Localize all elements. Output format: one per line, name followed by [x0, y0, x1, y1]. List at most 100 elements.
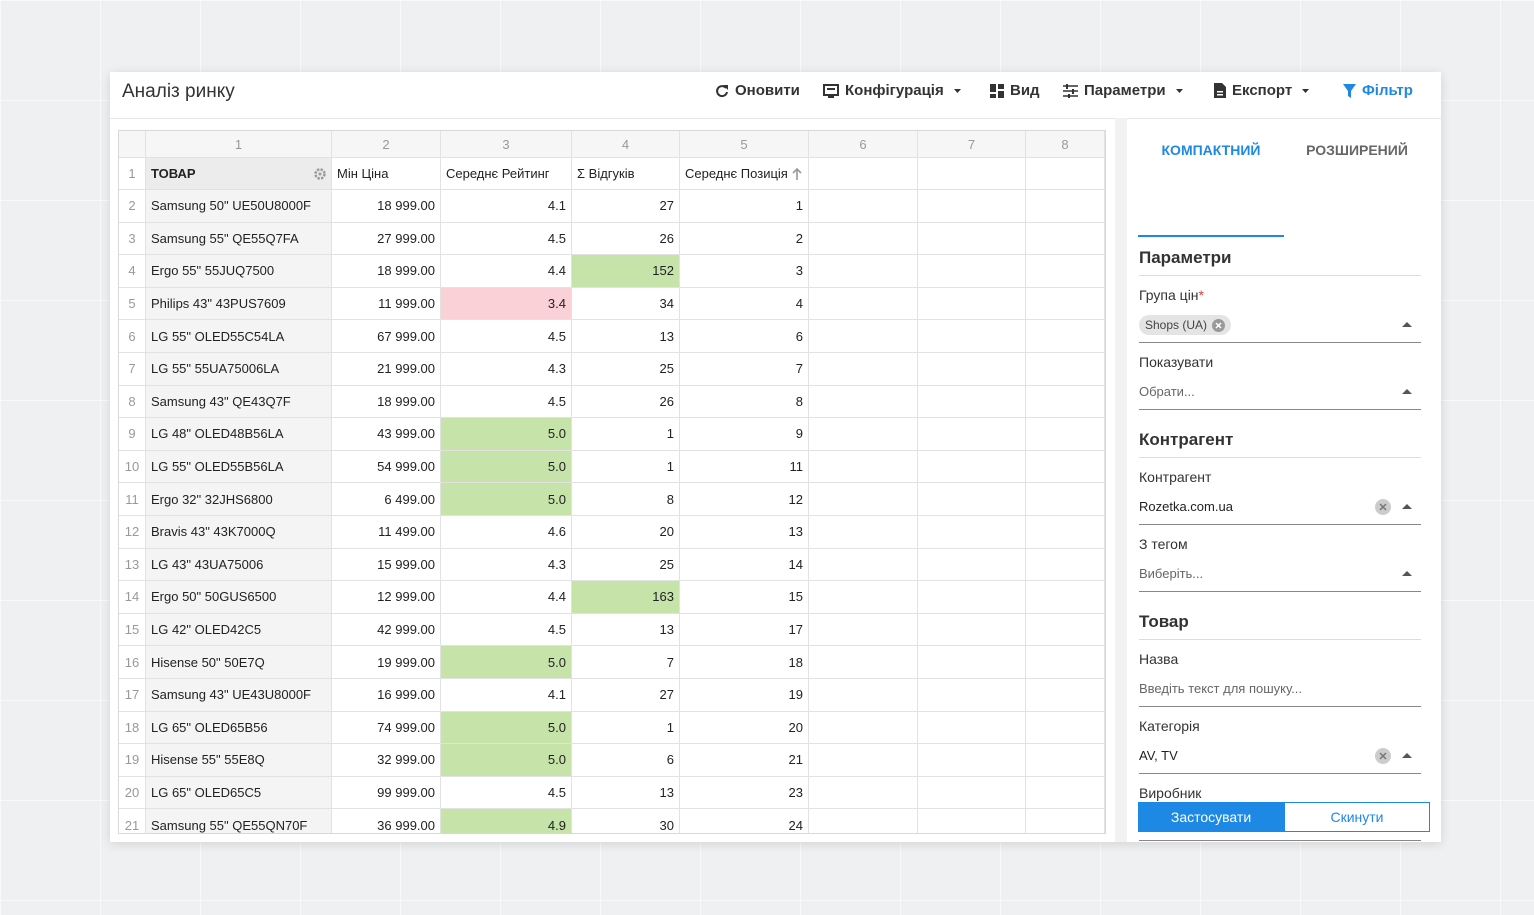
cell[interactable]: 17	[680, 613, 809, 647]
cell[interactable]: 26	[572, 385, 680, 419]
cell[interactable]: 4.1	[441, 190, 572, 223]
cell[interactable]: 23	[680, 776, 809, 810]
cell[interactable]: 3	[680, 255, 809, 288]
cell[interactable]: Samsung 43" QE43Q7F	[146, 385, 332, 419]
cell[interactable]: 4.5	[441, 776, 572, 810]
cell[interactable]: 4.5	[441, 613, 572, 647]
cell[interactable]: 4.3	[441, 353, 572, 386]
cell[interactable]: 4.5	[441, 222, 572, 256]
dropdown-arrow[interactable]	[1401, 752, 1413, 760]
cell[interactable]: 18	[680, 646, 809, 679]
sort-icon[interactable]	[791, 167, 803, 181]
cell[interactable]: 9	[680, 418, 809, 451]
settings-icon[interactable]	[314, 167, 326, 180]
cell[interactable]: 5.0	[441, 744, 572, 777]
refresh-button[interactable]: Оновити	[715, 82, 800, 99]
cell[interactable]: Samsung 55" QE55QN70F	[146, 809, 332, 833]
cell[interactable]: 36 999.00	[332, 809, 441, 833]
cell[interactable]: 21 999.00	[332, 353, 441, 386]
cell[interactable]: Samsung 43" UE43U8000F	[146, 679, 332, 712]
cell[interactable]: 16 999.00	[332, 679, 441, 712]
chip[interactable]: Shops (UA)	[1139, 315, 1232, 335]
cell[interactable]: 27	[572, 679, 680, 712]
cell[interactable]: 13	[572, 613, 680, 647]
field-value[interactable]: Rozetka.com.ua	[1139, 499, 1233, 514]
cell[interactable]: 11 499.00	[332, 516, 441, 549]
cell[interactable]: 25	[572, 548, 680, 582]
cell[interactable]: 14	[680, 548, 809, 582]
cell[interactable]: 3.4	[441, 287, 572, 321]
cell[interactable]: 1	[572, 711, 680, 745]
cell[interactable]: 6	[572, 744, 680, 777]
cell[interactable]: 54 999.00	[332, 450, 441, 484]
dropdown-arrow[interactable]	[1401, 388, 1413, 396]
cell[interactable]: 18 999.00	[332, 190, 441, 223]
cell[interactable]: Ergo 55" 55JUQ7500	[146, 255, 332, 288]
cell[interactable]: Bravis 43" 43K7000Q	[146, 516, 332, 549]
config-button[interactable]: Конфігурація	[823, 82, 964, 99]
cell[interactable]: 5.0	[441, 418, 572, 451]
cell[interactable]: Philips 43" 43PUS7609	[146, 287, 332, 321]
cell[interactable]: 8	[680, 385, 809, 419]
cell[interactable]: 4.1	[441, 679, 572, 712]
cell[interactable]: 5.0	[441, 450, 572, 484]
cell[interactable]: 5.0	[441, 711, 572, 745]
cell[interactable]: 1	[680, 190, 809, 223]
cell[interactable]: 6 499.00	[332, 483, 441, 516]
filter-button[interactable]: Фільтр	[1343, 82, 1413, 99]
cell[interactable]: 4.4	[441, 581, 572, 614]
cell[interactable]: 4.5	[441, 320, 572, 353]
cell[interactable]: 6	[680, 320, 809, 353]
cell[interactable]: 12	[680, 483, 809, 516]
cell[interactable]: Ergo 50" 50GUS6500	[146, 581, 332, 614]
cell[interactable]: 20	[680, 711, 809, 745]
cell[interactable]: 11	[680, 450, 809, 484]
cell[interactable]: 152	[572, 255, 680, 288]
params-button[interactable]: Параметри	[1063, 82, 1186, 99]
cell[interactable]: LG 65" OLED65C5	[146, 776, 332, 810]
cell[interactable]: LG 43" 43UA75006	[146, 548, 332, 582]
placeholder[interactable]: Виберіть...	[1139, 566, 1204, 581]
cell[interactable]: 34	[572, 287, 680, 321]
cell[interactable]: 13	[572, 320, 680, 353]
cell[interactable]: 19	[680, 679, 809, 712]
cell[interactable]: Hisense 50" 50E7Q	[146, 646, 332, 679]
cell[interactable]: 15	[680, 581, 809, 614]
cell[interactable]: 27 999.00	[332, 222, 441, 256]
cell[interactable]: 25	[572, 353, 680, 386]
cell[interactable]: 24	[680, 809, 809, 833]
cell[interactable]: 18 999.00	[332, 385, 441, 419]
cell[interactable]: 4.4	[441, 255, 572, 288]
view-button[interactable]: Вид	[990, 82, 1040, 99]
placeholder[interactable]: Обрати...	[1139, 384, 1195, 399]
chip-remove[interactable]	[1212, 318, 1226, 332]
cell[interactable]: 26	[572, 222, 680, 256]
cell[interactable]: 4.6	[441, 516, 572, 549]
cell[interactable]: LG 55" 55UA75006LA	[146, 353, 332, 386]
cell[interactable]: 32 999.00	[332, 744, 441, 777]
cell[interactable]: Ergo 32" 32JHS6800	[146, 483, 332, 516]
cell[interactable]: 8	[572, 483, 680, 516]
cell[interactable]: 2	[680, 222, 809, 256]
cell[interactable]: 30	[572, 809, 680, 833]
cell[interactable]: 99 999.00	[332, 776, 441, 810]
cell[interactable]: 21	[680, 744, 809, 777]
cell[interactable]: 1	[572, 418, 680, 451]
cell[interactable]: LG 48" OLED48B56LA	[146, 418, 332, 451]
cell[interactable]: 13	[572, 776, 680, 810]
cell[interactable]: 4.9	[441, 809, 572, 833]
tab[interactable]: КОМПАКТНИЙ	[1161, 142, 1261, 158]
field-value[interactable]: AV, TV	[1139, 748, 1178, 763]
dropdown-arrow[interactable]	[1401, 570, 1413, 578]
cell[interactable]: 27	[572, 190, 680, 223]
cell[interactable]: 7	[572, 646, 680, 679]
cell[interactable]: Samsung 55" QE55Q7FA	[146, 222, 332, 256]
cell[interactable]: LG 42" OLED42C5	[146, 613, 332, 647]
cell[interactable]: 18 999.00	[332, 255, 441, 288]
placeholder[interactable]: Введіть текст для пошуку...	[1139, 681, 1303, 696]
cell[interactable]: 4.3	[441, 548, 572, 582]
tab[interactable]: РОЗШИРЕНИЙ	[1306, 142, 1408, 158]
cell[interactable]: 5.0	[441, 646, 572, 679]
cell[interactable]: 74 999.00	[332, 711, 441, 745]
reset-button[interactable]: Скинути	[1284, 802, 1430, 832]
